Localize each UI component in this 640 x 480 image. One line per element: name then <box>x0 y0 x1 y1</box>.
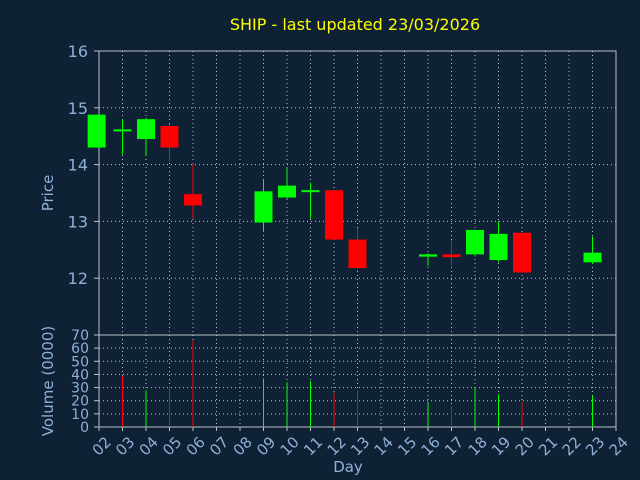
candle-body <box>137 119 155 140</box>
candle-body <box>254 191 273 223</box>
volume-tick-label: 60 <box>71 341 89 357</box>
x-tick-label: 04 <box>136 433 162 459</box>
x-tick-label: 10 <box>277 433 303 459</box>
chart-title: SHIP - last updated 23/03/2026 <box>230 15 480 34</box>
candle-body <box>113 129 132 132</box>
volume-tick-label: 20 <box>71 394 89 410</box>
candle-body <box>87 114 106 148</box>
x-tick-label: 05 <box>159 433 185 459</box>
price-tick-label: 12 <box>68 269 88 288</box>
candle-body <box>325 190 343 240</box>
x-axis-ticks: 0203040506070809101112131415161718192021… <box>89 427 632 459</box>
candle-body <box>278 185 296 198</box>
x-tick-label: 18 <box>465 433 491 459</box>
x-tick-label: 23 <box>582 433 608 459</box>
candle-body <box>348 239 367 268</box>
x-tick-label: 12 <box>324 433 350 459</box>
x-tick-label: 20 <box>512 433 538 459</box>
candle-body <box>419 254 437 257</box>
x-tick-label: 02 <box>89 433 115 459</box>
x-tick-label: 19 <box>488 433 514 459</box>
candle-body <box>184 194 202 206</box>
price-tick-label: 15 <box>68 99 88 118</box>
x-tick-label: 14 <box>371 433 397 459</box>
x-tick-label: 06 <box>183 433 209 459</box>
x-tick-label: 08 <box>230 433 256 459</box>
candle-body <box>513 232 531 273</box>
x-tick-label: 07 <box>206 433 232 459</box>
price-axis-label: Price <box>39 175 57 212</box>
x-tick-label: 09 <box>253 433 279 459</box>
candle-body <box>489 233 508 261</box>
x-tick-label: 21 <box>535 433 561 459</box>
volume-axis-label: Volume (0000) <box>39 326 57 436</box>
x-tick-label: 17 <box>441 433 467 459</box>
volume-tick-label: 0 <box>80 420 89 436</box>
candles <box>87 114 602 273</box>
x-tick-label: 15 <box>394 433 420 459</box>
candle-body <box>160 125 179 148</box>
volume-tick-label: 30 <box>71 381 89 397</box>
price-tick-label: 13 <box>68 212 88 231</box>
x-tick-label: 24 <box>606 433 632 459</box>
x-tick-label: 13 <box>347 433 373 459</box>
candle-body <box>583 252 602 263</box>
volume-tick-label: 40 <box>71 367 89 383</box>
price-tick-label: 14 <box>68 156 88 175</box>
price-tick-label: 16 <box>68 42 88 61</box>
price-gridlines <box>98 51 617 335</box>
price-plot-frame <box>98 50 617 336</box>
x-axis-label: Day <box>333 458 363 476</box>
volume-tick-label: 70 <box>71 328 89 344</box>
volume-tick-label: 50 <box>71 354 89 370</box>
x-tick-label: 03 <box>112 433 138 459</box>
x-tick-label: 22 <box>559 433 585 459</box>
x-tick-label: 16 <box>418 433 444 459</box>
candle-body <box>466 229 484 255</box>
candle-body <box>442 254 461 258</box>
volume-tick-label: 10 <box>71 407 89 423</box>
volume-bars <box>122 340 593 427</box>
x-tick-label: 11 <box>300 433 326 459</box>
candle-body <box>301 190 320 193</box>
price-y-ticks: 12 13 14 15 16 <box>68 42 99 288</box>
